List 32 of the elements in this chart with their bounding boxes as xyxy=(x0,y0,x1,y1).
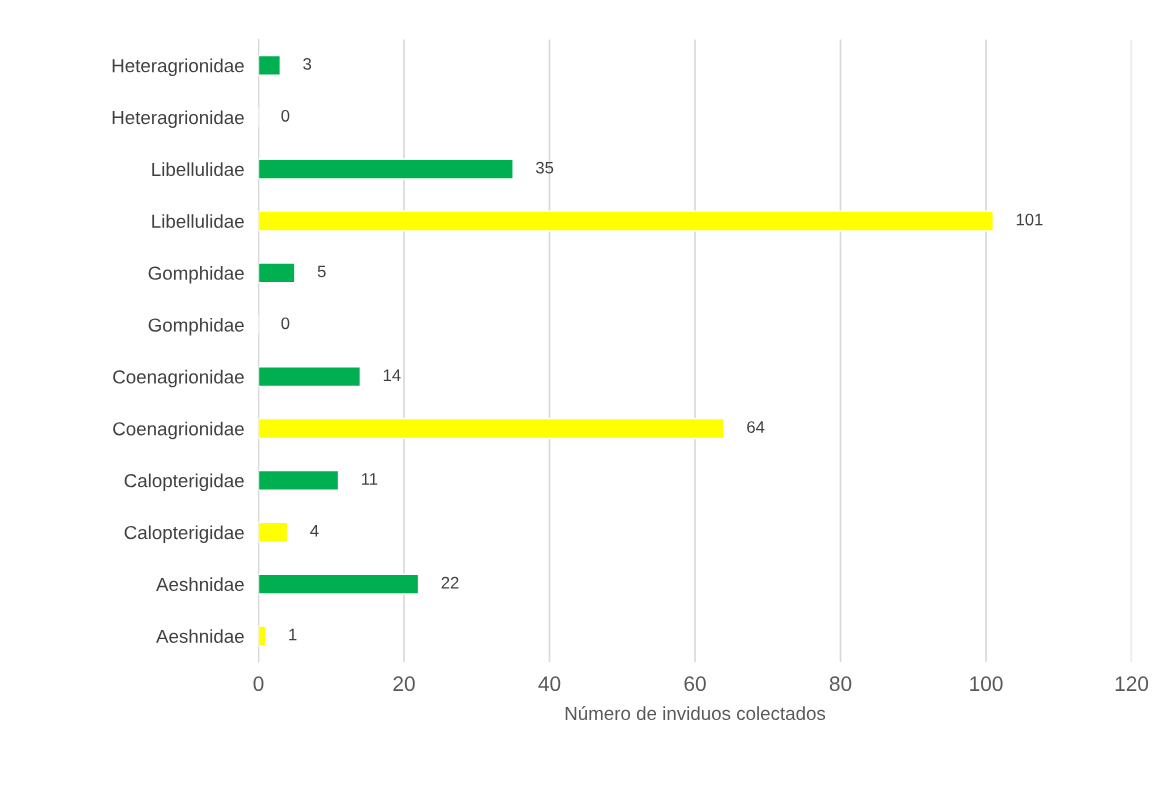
y-tick-label: Heteragrionidae xyxy=(112,58,244,77)
y-tick-label: Libellulidae xyxy=(152,162,244,177)
data-label: 3 xyxy=(303,58,312,70)
data-label: 5 xyxy=(317,265,326,278)
data-label: 4 xyxy=(310,525,319,537)
data-label: 11 xyxy=(362,473,378,485)
x-tick-label: 60 xyxy=(684,676,706,692)
x-tick-label: 40 xyxy=(538,676,561,692)
x-axis-title: Número de inviduos colectados xyxy=(565,706,826,721)
data-label: 14 xyxy=(383,369,401,381)
y-tick-label: Gomphidae xyxy=(148,317,244,336)
data-label: 0 xyxy=(281,317,290,330)
y-tick-label: Aeshnidae xyxy=(156,629,244,643)
y-tick-label: Aeshnidae xyxy=(156,577,244,592)
data-label: 64 xyxy=(747,421,765,433)
data-label: 1 xyxy=(289,628,297,641)
data-label: 22 xyxy=(441,576,459,589)
y-tick-label: Calopterigidae xyxy=(124,525,244,543)
x-tick-label: 80 xyxy=(829,676,852,692)
x-tick-label: 20 xyxy=(393,676,415,692)
x-tick-label: 0 xyxy=(253,676,264,692)
x-tick-label: 120 xyxy=(1115,676,1149,692)
y-tick-label: Libellulidae xyxy=(152,214,244,228)
x-tick-label: 100 xyxy=(970,676,1003,692)
y-tick-label: Coenagrionidae xyxy=(113,421,244,440)
y-tick-label: Calopterigidae xyxy=(124,473,244,492)
y-tick-label: Coenagrionidae xyxy=(113,369,244,388)
data-label: 0 xyxy=(281,109,290,122)
data-label: 101 xyxy=(1016,213,1043,226)
data-label: 35 xyxy=(535,161,554,174)
y-tick-label: Gomphidae xyxy=(148,266,244,284)
y-tick-label: Heteragrionidae xyxy=(112,110,244,128)
